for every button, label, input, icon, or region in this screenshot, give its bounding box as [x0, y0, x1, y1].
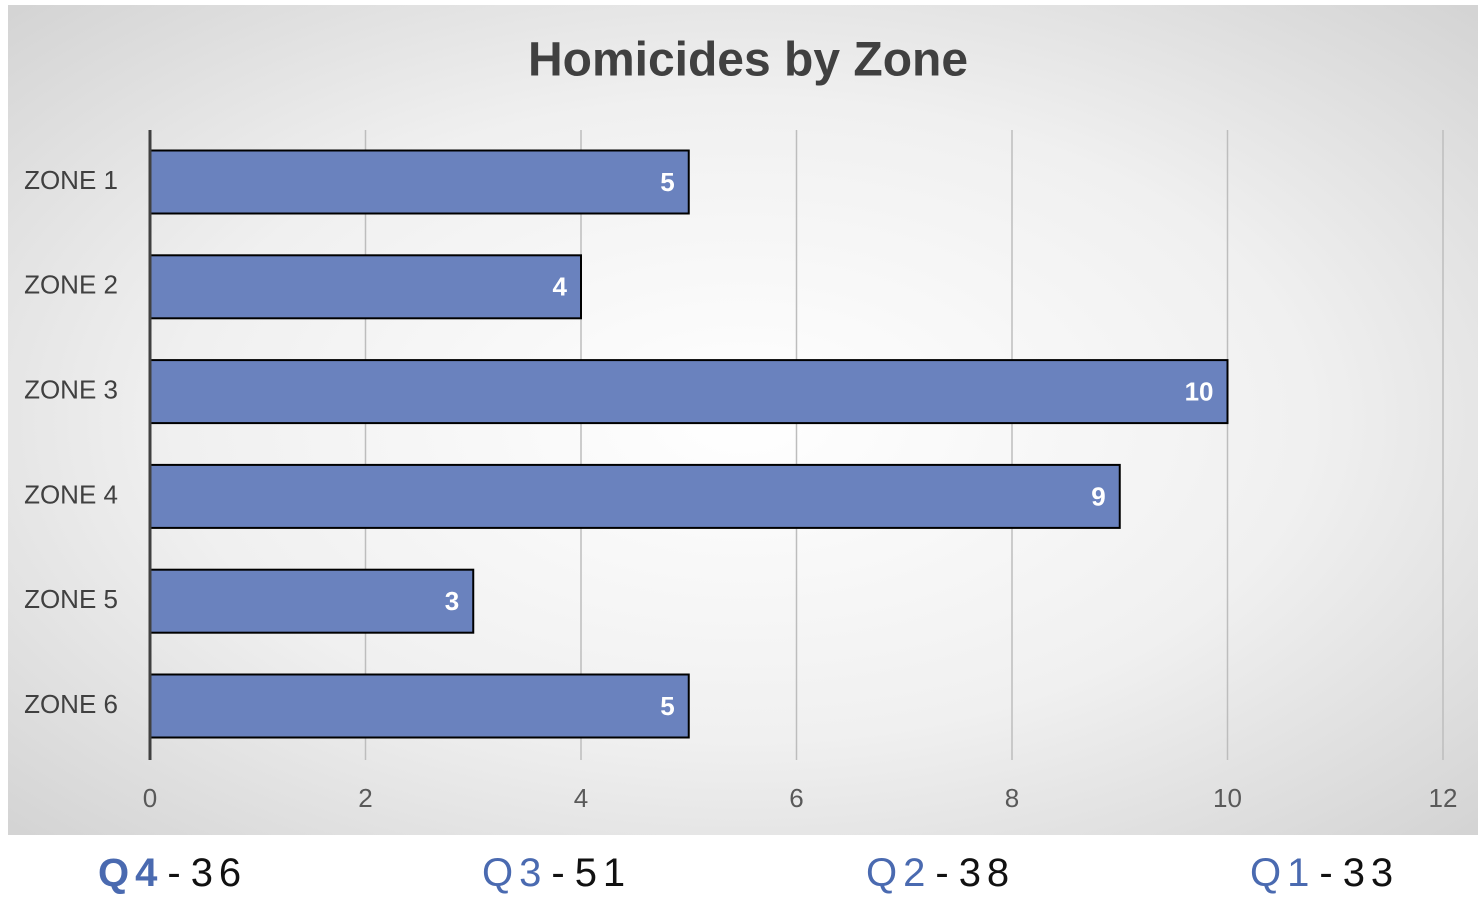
separator: - — [551, 851, 570, 895]
y-tick-label: ZONE 5 — [24, 584, 118, 614]
y-tick-label: ZONE 6 — [24, 689, 118, 719]
quarter: Q3 — [482, 851, 547, 895]
total: 36 — [191, 851, 248, 895]
x-tick-label: 6 — [789, 783, 803, 813]
quarter: Q4 — [98, 851, 163, 895]
separator: - — [167, 851, 186, 895]
x-tick-label: 10 — [1213, 783, 1242, 813]
total: 38 — [959, 851, 1016, 895]
total: 51 — [575, 851, 632, 895]
quarter-total: Q4-36 — [98, 851, 247, 895]
total: 33 — [1343, 851, 1400, 895]
quarter: Q1 — [1250, 851, 1315, 895]
x-tick-label: 8 — [1005, 783, 1019, 813]
bar — [149, 149, 690, 215]
x-tick-label: 4 — [574, 783, 588, 813]
bar — [149, 463, 1121, 529]
x-tick-label: 2 — [358, 783, 372, 813]
value-label: 5 — [660, 691, 674, 721]
value-label: 9 — [1091, 481, 1105, 511]
value-label: 4 — [553, 272, 568, 302]
quarter: Q2 — [866, 851, 931, 895]
y-tick-label: ZONE 2 — [24, 270, 118, 300]
y-tick-label: ZONE 4 — [24, 479, 118, 509]
footer: Q4-36 Q3-51 Q2-38 Q1-33 — [98, 851, 1399, 895]
value-label: 5 — [660, 167, 674, 197]
plot: 0 2 4 6 8 10 12 ZONE 1 5 ZONE 2 4 ZONE 3 10 ZONE 4 9 ZO… — [24, 130, 1457, 813]
bar — [149, 673, 690, 739]
bar — [149, 359, 1229, 425]
quarter-total: Q3-51 — [482, 851, 631, 895]
quarter-total: Q1-33 — [1250, 851, 1399, 895]
bar — [149, 254, 582, 320]
y-tick-label: ZONE 1 — [24, 165, 118, 195]
bar — [149, 568, 475, 634]
x-tick-label: 0 — [143, 783, 157, 813]
value-label: 3 — [445, 586, 459, 616]
separator: - — [1319, 851, 1338, 895]
separator: - — [935, 851, 954, 895]
x-tick-label: 12 — [1429, 783, 1458, 813]
y-tick-label: ZONE 3 — [24, 374, 118, 404]
chart-title: Homicides by Zone — [528, 34, 968, 87]
quarter-total: Q2-38 — [866, 851, 1015, 895]
value-label: 10 — [1185, 376, 1214, 406]
